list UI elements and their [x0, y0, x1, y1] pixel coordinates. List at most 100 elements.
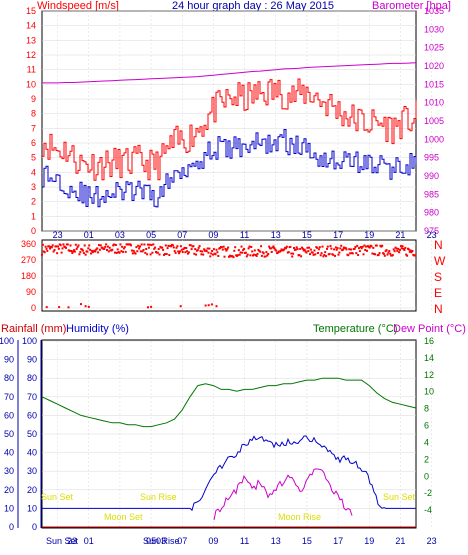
- barometer-line: [42, 62, 417, 84]
- direction-point: [273, 247, 276, 250]
- direction-point: [46, 249, 49, 252]
- windspeed-tick-label: 15: [26, 6, 36, 16]
- direction-point: [267, 253, 270, 255]
- direction-point: [403, 249, 406, 251]
- temp-hour-labels: 01 05 07 09 11 13 15 17 19 21 23: [84, 536, 437, 546]
- direction-point: [122, 247, 125, 250]
- wind-hour-label: 05: [146, 230, 156, 240]
- temperature-tick-label: -2: [424, 488, 432, 498]
- direction-low-point: [215, 305, 218, 308]
- direction-point: [197, 246, 200, 249]
- direction-point: [207, 251, 210, 254]
- temperature-tick-label: 2: [424, 454, 429, 464]
- direction-point: [385, 249, 388, 252]
- temp-hour-label: 01: [84, 536, 94, 546]
- direction-point: [408, 250, 411, 253]
- direction-point: [320, 252, 323, 255]
- direction-point: [307, 250, 310, 253]
- direction-point: [56, 252, 59, 255]
- direction-point: [371, 252, 374, 255]
- axis-03-label: 03: [156, 536, 166, 546]
- direction-point: [45, 247, 48, 250]
- direction-point: [309, 253, 311, 256]
- direction-point: [170, 245, 173, 248]
- direction-point: [363, 244, 366, 247]
- direction-point: [121, 245, 124, 248]
- direction-point: [347, 254, 350, 257]
- direction-point: [79, 251, 82, 254]
- direction-point: [269, 247, 272, 250]
- direction-point: [410, 251, 413, 254]
- direction-point: [351, 252, 354, 255]
- direction-point: [72, 250, 75, 253]
- direction-point: [361, 245, 364, 248]
- direction-point: [135, 246, 138, 249]
- direction-point: [299, 247, 302, 250]
- direction-point: [98, 248, 101, 251]
- direction-point: [392, 248, 395, 251]
- temperature-tick-labels: -4 -2 0 2 4 6 8 10 12 14 16: [424, 336, 434, 515]
- direction-point: [271, 246, 274, 249]
- direction-point: [205, 250, 208, 253]
- temperature-tick-label: 4: [424, 437, 429, 447]
- direction-point: [49, 247, 51, 250]
- direction-point: [62, 243, 65, 246]
- direction-point: [279, 250, 282, 252]
- wind-average-line: [42, 129, 417, 208]
- rainfall-tick-label: 20: [4, 485, 14, 495]
- direction-point: [179, 250, 181, 253]
- direction-point: [99, 244, 102, 247]
- direction-point: [386, 253, 389, 256]
- dewpoint-line: [213, 468, 353, 521]
- direction-point: [120, 250, 123, 253]
- direction-point: [306, 246, 309, 249]
- direction-point: [402, 247, 405, 250]
- direction-point: [260, 245, 263, 248]
- direction-point: [330, 247, 333, 250]
- direction-point: [241, 251, 244, 254]
- direction-point: [370, 245, 373, 248]
- direction-point: [94, 250, 97, 253]
- direction-point: [177, 250, 180, 253]
- direction-point: [232, 256, 235, 259]
- direction-point: [265, 251, 268, 254]
- direction-point: [150, 244, 153, 247]
- direction-point: [319, 254, 322, 257]
- direction-point: [242, 249, 245, 251]
- direction-point: [199, 250, 202, 253]
- rainfall-tick-label: 70: [4, 392, 14, 402]
- direction-tick-label: 90: [26, 287, 36, 297]
- moon-set-label: Moon Set: [104, 512, 143, 522]
- direction-point: [145, 248, 148, 250]
- direction-point: [52, 250, 55, 253]
- barometer-tick-label: 1020: [424, 61, 444, 71]
- direction-point: [68, 249, 71, 252]
- temp-panel-grid: [42, 340, 432, 528]
- direction-point: [168, 254, 171, 256]
- direction-point: [300, 255, 303, 258]
- direction-point: [239, 251, 242, 254]
- direction-point: [115, 251, 118, 254]
- wind-hour-label: 23: [427, 230, 437, 240]
- direction-point: [59, 244, 62, 247]
- direction-point: [292, 252, 295, 255]
- direction-point: [173, 250, 176, 253]
- direction-point: [119, 243, 122, 246]
- temp-series: [41, 377, 417, 528]
- direction-point: [113, 243, 116, 246]
- direction-tick-label: 0: [31, 303, 36, 313]
- barometer-tick-label: 1000: [424, 134, 444, 144]
- direction-point: [84, 253, 87, 256]
- direction-low-point: [179, 305, 182, 308]
- direction-point: [41, 243, 44, 246]
- direction-low-point: [84, 305, 87, 308]
- windspeed-tick-label: 6: [31, 138, 36, 148]
- direction-point: [285, 245, 288, 248]
- direction-point: [338, 251, 341, 254]
- direction-point: [316, 246, 319, 249]
- direction-point: [383, 254, 386, 257]
- direction-point: [97, 251, 100, 254]
- direction-point: [401, 245, 404, 248]
- temperature-tick-label: 12: [424, 370, 434, 380]
